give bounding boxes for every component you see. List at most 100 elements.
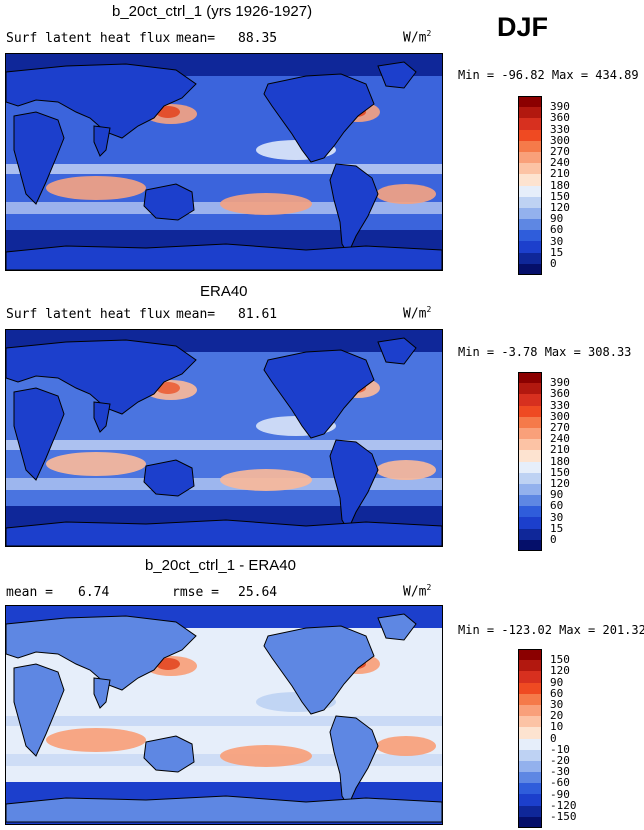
colorbar-swatch (518, 263, 542, 275)
panel3-units: W/m2 (403, 583, 432, 600)
colorbar-tick-label: 90 (550, 675, 564, 689)
colorbar-tick-label: 180 (550, 178, 570, 192)
panel3-mean-value: 6.74 (78, 585, 110, 600)
tropical-band (6, 716, 442, 726)
panel3-title: b_20ct_ctrl_1 - ERA40 (145, 557, 296, 574)
north-america-outline (263, 73, 375, 163)
colorbar-swatch (518, 107, 542, 119)
australia-outline (143, 183, 195, 221)
colorbar-tick-label: 180 (550, 454, 570, 468)
colorbar-tick-label: 20 (550, 709, 564, 723)
greenland-outline (377, 337, 417, 365)
colorbar-swatch (518, 738, 542, 750)
south-america-outline (329, 163, 379, 256)
colorbar-swatch (518, 129, 542, 141)
colorbar-tick-label: 360 (550, 387, 570, 401)
europe-asia-outline (6, 339, 197, 415)
colorbar-swatch (518, 483, 542, 496)
panel1-subtitle: Surf latent heat flux (6, 31, 171, 46)
colorbar-swatch (518, 151, 542, 164)
colorbar-swatch (518, 749, 542, 761)
colorbar-swatch (518, 472, 542, 484)
colorbar-tick-label: 30 (550, 510, 564, 524)
south-atlantic-warm-region (376, 460, 436, 480)
antarctica-outline (6, 519, 442, 546)
panel2-mean-value: 81.61 (238, 307, 278, 322)
colorbar-swatch (518, 219, 542, 231)
colorbar-swatch (518, 140, 542, 152)
colorbar-swatch (518, 450, 542, 462)
colorbar-swatch (518, 760, 542, 773)
colorbar-swatch (518, 207, 542, 220)
colorbar-swatch (518, 372, 542, 384)
europe-asia-outline (6, 63, 197, 139)
colorbar-tick-label: 15 (550, 245, 564, 259)
tropical-band (6, 164, 442, 174)
colorbar-swatch (518, 660, 542, 672)
indian-ocean-warm-region (46, 176, 146, 200)
panel1-mean-label: mean= (176, 31, 216, 46)
colorbar-tick-label: 390 (550, 100, 570, 114)
panel2-subtitle: Surf latent heat flux (6, 307, 171, 322)
colorbar-swatch (518, 394, 542, 406)
colorbar-tick-label: 0 (550, 533, 557, 546)
colorbar-tick-label: -60 (550, 776, 570, 790)
panel1-map (5, 53, 443, 271)
colorbar-swatch (518, 252, 542, 264)
colorbar-swatch (518, 96, 542, 108)
colorbar-swatch (518, 805, 542, 817)
colorbar-swatch (518, 439, 542, 451)
colorbar-swatch (518, 416, 542, 428)
colorbar-tick-label: 120 (550, 477, 570, 490)
colorbar-swatch (518, 693, 542, 705)
colorbar-swatch (518, 230, 542, 242)
colorbar-swatch (518, 794, 542, 806)
panel3-colorbar (518, 649, 542, 828)
colorbar-tick-label: 300 (550, 409, 570, 423)
colorbar-tick-label: 0 (550, 731, 557, 745)
antarctica-outline (6, 795, 442, 823)
australia-outline (143, 459, 195, 497)
colorbar-tick-label: 270 (550, 421, 570, 434)
colorbar-swatch (518, 383, 542, 395)
colorbar-tick-label: 10 (550, 720, 564, 734)
colorbar-tick-label: 360 (550, 111, 570, 125)
africa-outline (13, 663, 65, 757)
indian-ocean-warm-region (46, 452, 146, 476)
panel3-minmax: Min = -123.02 Max = 201.32 (458, 623, 644, 637)
colorbar-tick-label: 210 (550, 167, 570, 181)
colorbar-swatch (518, 405, 542, 417)
south-atlantic-warm-region (376, 736, 436, 756)
colorbar-tick-label: -30 (550, 765, 570, 779)
colorbar-tick-label: -90 (550, 787, 570, 801)
indian-ocean-warm-region (46, 728, 146, 752)
panel3-map (5, 605, 443, 825)
colorbar-swatch (518, 495, 542, 507)
colorbar-swatch (518, 185, 542, 197)
africa-outline (13, 387, 65, 481)
greenland-outline (377, 61, 417, 89)
colorbar-swatch (518, 816, 542, 828)
colorbar-swatch (518, 506, 542, 518)
south-atlantic-warm-region (376, 184, 436, 204)
panel2-colorbar (518, 372, 542, 551)
colorbar-swatch (518, 427, 542, 440)
colorbar-swatch (518, 539, 542, 551)
colorbar-tick-label: 150 (550, 465, 570, 479)
panel1-colorbar (518, 96, 542, 275)
colorbar-tick-label: 60 (550, 686, 564, 700)
colorbar-swatch (518, 772, 542, 784)
colorbar-tick-label: 30 (550, 698, 564, 711)
colorbar-swatch (518, 727, 542, 739)
colorbar-tick-label: 120 (550, 664, 570, 678)
colorbar-swatch (518, 241, 542, 253)
panel1-mean-value: 88.35 (238, 31, 278, 46)
colorbar-tick-label: 270 (550, 145, 570, 158)
colorbar-tick-label: 390 (550, 376, 570, 390)
colorbar-tick-label: -120 (550, 798, 577, 812)
colorbar-tick-label: -10 (550, 742, 570, 756)
south-pacific-warm-region (220, 469, 312, 491)
colorbar-swatch (518, 461, 542, 473)
australia-outline (143, 735, 195, 773)
panel2-map (5, 329, 443, 547)
